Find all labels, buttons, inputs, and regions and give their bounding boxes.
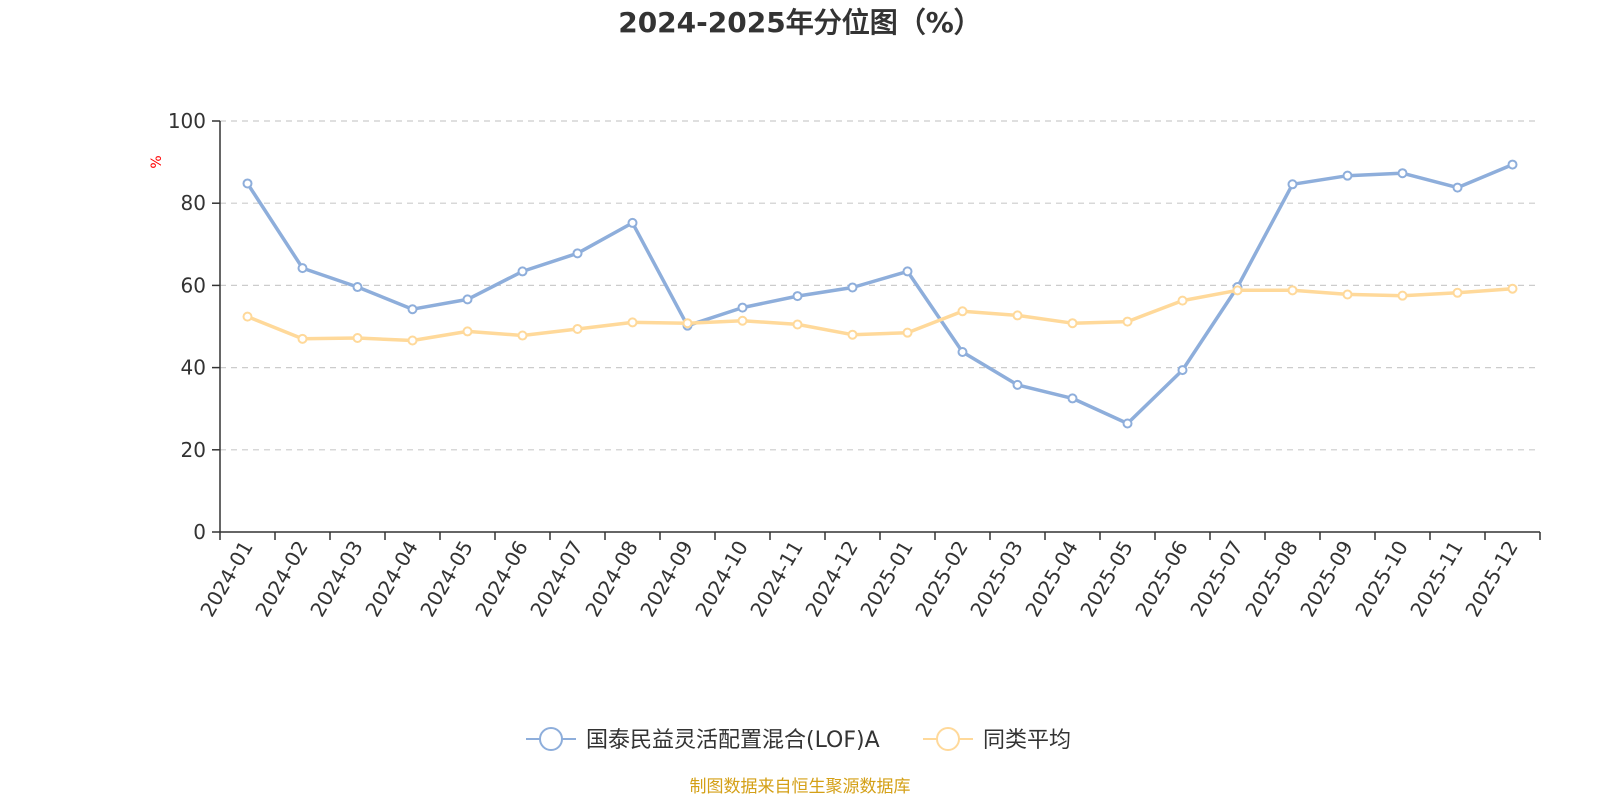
data-point	[572, 248, 583, 259]
data-point	[1287, 179, 1298, 190]
data-point	[517, 266, 528, 277]
y-tick-label: 40	[181, 356, 206, 380]
data-point	[1507, 159, 1518, 170]
x-tick-label: 2024-12	[800, 537, 863, 621]
x-tick-label: 2024-05	[415, 537, 478, 621]
x-tick-label: 2024-04	[360, 537, 423, 621]
data-point	[242, 311, 253, 322]
legend-label: 国泰民益灵活配置混合(LOF)A	[586, 728, 880, 753]
data-point	[1122, 316, 1133, 327]
data-point	[352, 333, 363, 344]
y-tick-label: 80	[181, 191, 206, 215]
x-tick-label: 2025-04	[1020, 537, 1083, 621]
data-point	[1342, 289, 1353, 300]
data-point	[737, 302, 748, 313]
data-point	[407, 304, 418, 315]
series-1	[242, 159, 1518, 429]
series-2	[242, 283, 1518, 346]
series-layer	[242, 159, 1518, 429]
data-point	[902, 327, 913, 338]
series-line	[245, 286, 1515, 343]
x-tick-label: 2024-02	[250, 537, 313, 621]
y-axis-label: %	[149, 155, 165, 168]
legend-item: 同类平均	[923, 727, 1071, 753]
data-point	[1452, 182, 1463, 193]
data-point	[462, 326, 473, 337]
data-point	[1012, 379, 1023, 390]
data-point	[1397, 290, 1408, 301]
data-point	[1122, 418, 1133, 429]
data-point	[627, 217, 638, 228]
data-point	[902, 266, 913, 277]
gridlines	[220, 120, 1540, 451]
legend-label: 同类平均	[983, 728, 1071, 753]
data-point	[792, 319, 803, 330]
data-point	[627, 317, 638, 328]
x-tick-label: 2025-10	[1350, 537, 1413, 621]
data-point	[1397, 168, 1408, 179]
data-point	[1177, 365, 1188, 376]
data-point	[737, 315, 748, 326]
x-tick-label: 2024-03	[305, 537, 368, 621]
data-point	[352, 282, 363, 293]
data-point	[1287, 285, 1298, 296]
data-point	[957, 346, 968, 357]
x-tick-label: 2025-09	[1295, 537, 1358, 621]
data-point	[847, 329, 858, 340]
x-tick-label: 2025-08	[1240, 537, 1303, 621]
x-axis-ticks: 2024-012024-022024-032024-042024-052024-…	[195, 532, 1541, 621]
y-tick-label: 0	[193, 520, 206, 544]
data-point	[1452, 287, 1463, 298]
data-point	[1232, 285, 1243, 296]
legend-marker	[539, 727, 563, 751]
x-tick-label: 2024-01	[195, 537, 258, 621]
x-tick-label: 2024-11	[745, 537, 808, 621]
data-point	[407, 335, 418, 346]
x-tick-label: 2025-12	[1460, 537, 1523, 621]
data-point	[1067, 393, 1078, 404]
data-point	[242, 178, 253, 189]
legend: 国泰民益灵活配置混合(LOF)A 同类平均	[526, 727, 1071, 753]
y-tick-label: 60	[181, 273, 206, 297]
data-point	[1067, 318, 1078, 329]
x-tick-label: 2024-10	[690, 537, 753, 621]
series-line	[245, 162, 1515, 426]
legend-item: 国泰民益灵活配置混合(LOF)A	[526, 727, 880, 753]
data-point	[517, 330, 528, 341]
x-tick-label: 2024-07	[525, 537, 588, 621]
source-note: 制图数据来自恒生聚源数据库	[690, 777, 911, 797]
data-point	[847, 282, 858, 293]
data-point	[572, 323, 583, 334]
x-tick-label: 2024-06	[470, 537, 533, 621]
y-axis-ticks: 0 20 40 60 80 100	[168, 109, 220, 544]
data-point	[1012, 310, 1023, 321]
data-point	[297, 333, 308, 344]
chart-title: 2024-2025年分位图（%）	[618, 6, 982, 39]
x-tick-label: 2025-11	[1405, 537, 1468, 621]
x-tick-label: 2025-06	[1130, 537, 1193, 621]
x-tick-label: 2025-07	[1185, 537, 1248, 621]
legend-marker	[936, 727, 960, 751]
data-point	[1342, 170, 1353, 181]
data-point	[462, 294, 473, 305]
axes	[219, 121, 1540, 533]
x-tick-label: 2025-03	[965, 537, 1028, 621]
data-point	[297, 263, 308, 274]
x-tick-label: 2024-09	[635, 537, 698, 621]
data-point	[1177, 295, 1188, 306]
x-tick-label: 2025-05	[1075, 537, 1138, 621]
data-point	[957, 306, 968, 317]
data-point	[682, 318, 693, 329]
y-tick-label: 20	[181, 438, 206, 462]
y-tick-label: 100	[168, 109, 206, 133]
x-tick-label: 2024-08	[580, 537, 643, 621]
x-tick-label: 2025-02	[910, 537, 973, 621]
data-point	[792, 291, 803, 302]
x-tick-label: 2025-01	[855, 537, 918, 621]
data-point	[1507, 283, 1518, 294]
